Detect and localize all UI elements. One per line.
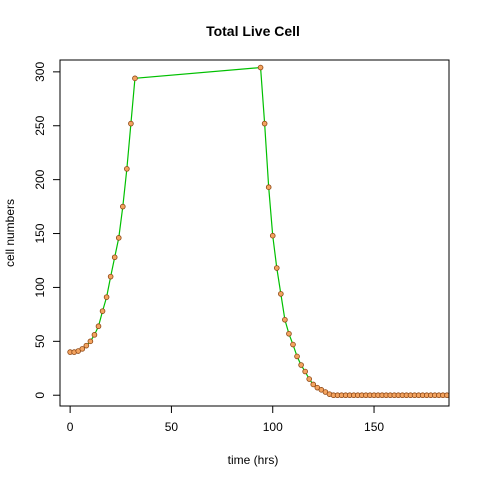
data-point <box>124 166 130 172</box>
data-point <box>120 203 126 210</box>
data-point <box>294 353 300 360</box>
x-tick-label: 150 <box>364 420 384 434</box>
x-axis-label: time (hrs) <box>228 453 279 467</box>
y-tick-label: 250 <box>33 115 47 135</box>
data-point <box>103 294 110 300</box>
x-axis: 0 50 100 150 <box>67 405 384 434</box>
series-layer <box>67 64 449 399</box>
data-point <box>95 323 102 330</box>
data-point <box>79 346 86 352</box>
y-tick-label: 200 <box>33 169 47 189</box>
data-point <box>261 120 268 127</box>
y-tick-label: 150 <box>33 223 47 243</box>
data-point <box>87 338 94 345</box>
data-point <box>265 184 272 190</box>
series-line <box>70 66 447 396</box>
data-point <box>269 232 276 239</box>
data-point <box>99 308 106 314</box>
y-tick-label: 100 <box>33 277 47 297</box>
data-point <box>306 376 313 382</box>
x-tick-label: 0 <box>67 420 74 434</box>
data-point <box>257 64 264 71</box>
data-point <box>107 273 114 280</box>
data-point <box>290 341 296 348</box>
data-point <box>83 342 90 349</box>
data-point <box>302 368 308 375</box>
y-axis: 0 50 100 150 200 250 300 <box>33 62 61 399</box>
x-tick-label: 100 <box>263 420 283 434</box>
data-point <box>444 392 449 399</box>
data-point <box>111 254 118 261</box>
data-point <box>128 120 134 127</box>
y-axis-label: cell numbers <box>3 199 17 267</box>
data-point <box>286 330 292 337</box>
data-point <box>278 291 284 297</box>
y-tick-label: 50 <box>33 334 47 348</box>
data-point <box>282 316 288 323</box>
y-tick-label: 0 <box>33 392 47 399</box>
data-point <box>91 332 98 338</box>
plot-frame <box>59 59 450 407</box>
chart-title: Total Live Cell <box>206 23 300 39</box>
x-tick-label: 50 <box>165 420 179 434</box>
data-point <box>273 265 280 271</box>
y-tick-label: 300 <box>33 62 47 82</box>
data-point <box>132 75 138 82</box>
data-point <box>115 235 122 241</box>
data-point <box>310 381 317 388</box>
data-point <box>298 362 304 368</box>
